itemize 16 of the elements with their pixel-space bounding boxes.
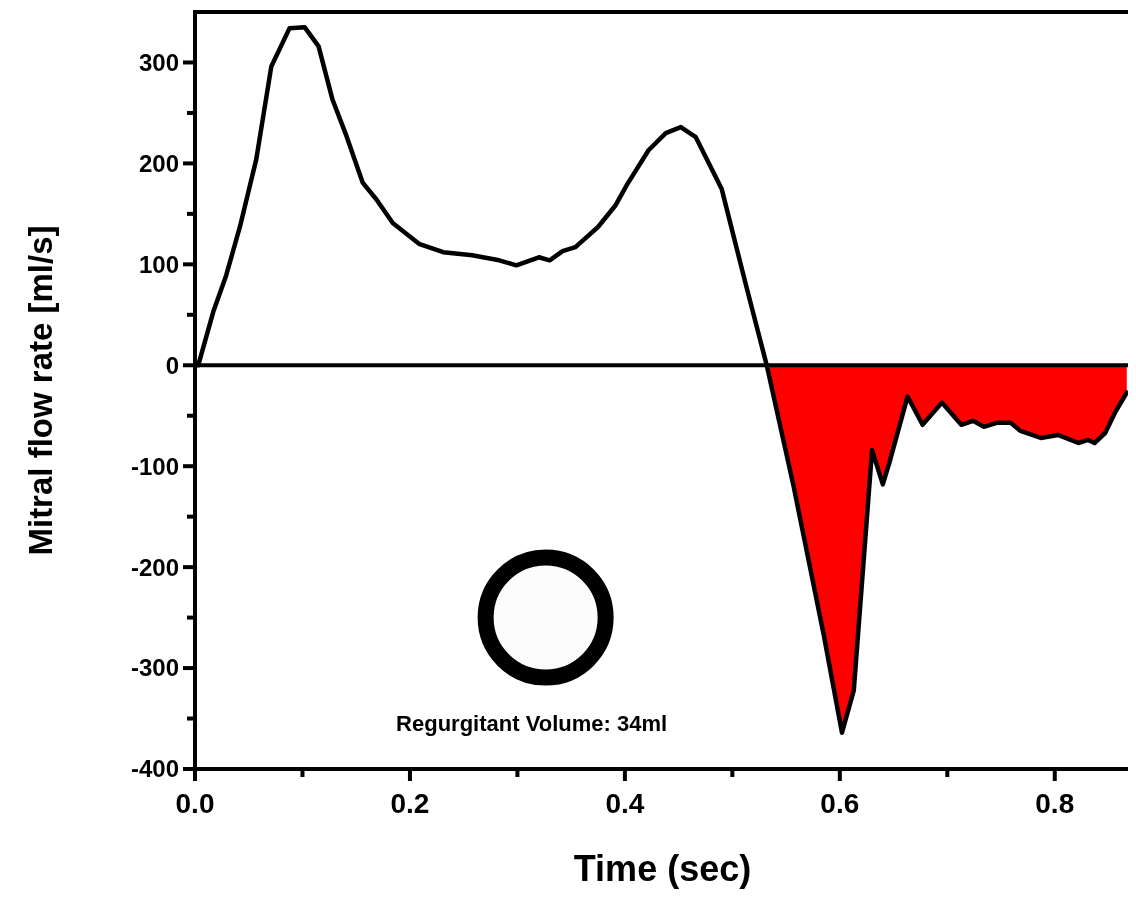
y-tick-label: 200 bbox=[138, 149, 179, 177]
x-tick-label: 0.4 bbox=[605, 788, 645, 819]
y-tick-label: -400 bbox=[130, 755, 179, 783]
y-tick-label: 0 bbox=[165, 351, 179, 379]
y-tick-label: 300 bbox=[138, 48, 179, 76]
y-tick-label: -200 bbox=[130, 553, 179, 581]
y-tick-label: 100 bbox=[138, 250, 179, 278]
x-tick-label: 0.8 bbox=[1035, 788, 1075, 819]
x-axis-title: Time (sec) bbox=[573, 848, 752, 889]
x-tick-label: 0.0 bbox=[175, 788, 215, 819]
y-tick-label: -300 bbox=[130, 654, 179, 682]
annotation: Regurgitant Volume: 34ml bbox=[396, 711, 668, 737]
y-axis-title: Mitral flow rate [ml/s] bbox=[22, 225, 59, 556]
x-tick-label: 0.6 bbox=[820, 788, 860, 819]
y-tick-label: -100 bbox=[130, 452, 179, 480]
x-tick-label: 0.2 bbox=[390, 788, 430, 819]
